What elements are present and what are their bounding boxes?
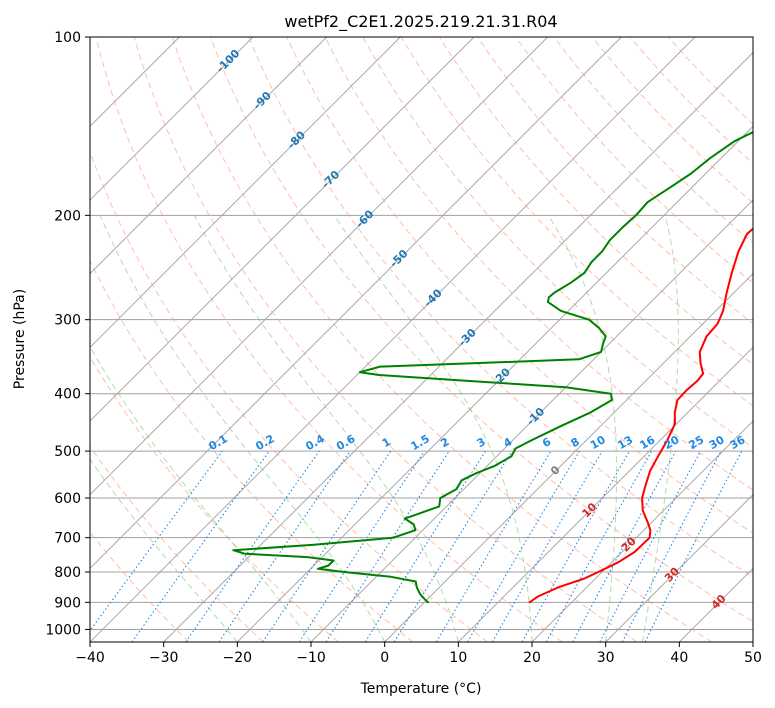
- y-tick-label: 500: [54, 444, 81, 460]
- mixing-ratio-line: [572, 450, 677, 642]
- chart-title: wetPf2_C2E1.2025.219.21.31.R04: [284, 12, 557, 32]
- mixing-ratio-line: [325, 450, 450, 642]
- mixing-ratio-line: [393, 450, 513, 642]
- axis-ticks: −40 −30 −20 −10 0 10 20 30 40 50 100 200 300 400 500 60…: [45, 30, 762, 666]
- mixing-ratio-line: [545, 450, 653, 642]
- y-tick-label: 900: [54, 595, 81, 611]
- plot-frame: [89, 36, 754, 643]
- x-tick-label: 20: [523, 650, 541, 666]
- dry-adiabat-line: [90, 445, 264, 642]
- x-tick-label: 10: [449, 650, 467, 666]
- y-tick-label: 200: [54, 208, 81, 224]
- x-tick-label: −20: [223, 650, 253, 666]
- dry-adiabat-line: [400, 37, 753, 407]
- mixing-ratio-line: [218, 450, 351, 642]
- isotherm-line: [90, 37, 475, 422]
- isotherm-line: [90, 37, 622, 569]
- dry-adiabat-line: [362, 37, 753, 449]
- x-tick-label: 40: [670, 650, 688, 666]
- mixing-ratio-line: [90, 450, 223, 632]
- isotherm-line: [90, 37, 254, 201]
- dry-adiabat-line: [90, 259, 414, 642]
- mixing-ratio-line: [521, 450, 630, 642]
- mixing-ratio-line: [491, 450, 603, 642]
- mixing-ratio-line: [435, 450, 552, 642]
- y-tick-label: 700: [54, 531, 81, 547]
- isotherm-line: [90, 37, 548, 496]
- y-tick-label: 300: [54, 313, 81, 329]
- y-axis-label: Pressure (hPa): [12, 289, 28, 389]
- moist-adiabat-line: [99, 215, 386, 642]
- moist-adiabat-line: [90, 345, 312, 642]
- dry-adiabat-line: [515, 37, 753, 284]
- isotherm-line: [458, 346, 753, 642]
- isotherm-line: [90, 37, 401, 348]
- mixing-ratio-line: [185, 450, 320, 642]
- dry-adiabat-line: [248, 37, 753, 578]
- temperature-profile-line: [528, 227, 753, 604]
- dry-adiabat-line: [477, 37, 753, 325]
- y-tick-label: 100: [54, 30, 81, 46]
- profile-lines: [232, 131, 753, 604]
- isotherm-line: [163, 52, 753, 642]
- y-tick-label: 400: [54, 387, 81, 403]
- moist-adiabat-line: [547, 215, 618, 642]
- isotherm-line: [531, 420, 753, 642]
- x-tick-label: −40: [75, 650, 105, 666]
- isotherm-line: [90, 37, 696, 642]
- dry-adiabat-line: [629, 37, 753, 165]
- moist-adiabat-line: [333, 215, 533, 642]
- dry-adiabat-line: [591, 37, 753, 204]
- y-tick-label: 600: [54, 491, 81, 507]
- moist-adiabat-line: [642, 215, 679, 642]
- moist-adiabat-line: [193, 215, 459, 642]
- x-tick-label: 0: [380, 650, 389, 666]
- isotherm-line: [90, 37, 327, 275]
- dewpoint-profile-line: [232, 131, 753, 604]
- background-lines: [90, 37, 753, 642]
- x-axis-label: Temperature (°C): [360, 681, 482, 697]
- dry-adiabat-line: [324, 37, 753, 491]
- dry-adiabat-line: [95, 37, 563, 642]
- moist-adiabat-line: [90, 458, 238, 642]
- y-tick-label: 800: [54, 565, 81, 581]
- mixing-ratio-line: [467, 450, 580, 642]
- y-tick-label: 1000: [45, 622, 81, 638]
- x-tick-label: −10: [296, 650, 326, 666]
- x-tick-label: 30: [597, 650, 615, 666]
- x-tick-label: −30: [149, 650, 179, 666]
- isotherm-line: [384, 273, 753, 642]
- dry-adiabat-line: [210, 37, 753, 623]
- mixing-ratio-line: [364, 450, 486, 642]
- mixing-ratio-line: [131, 450, 270, 642]
- x-tick-label: 50: [744, 650, 762, 666]
- isotherm-line: [605, 494, 753, 642]
- dry-adiabat-line: [171, 37, 712, 642]
- dry-adiabat-line: [133, 37, 638, 642]
